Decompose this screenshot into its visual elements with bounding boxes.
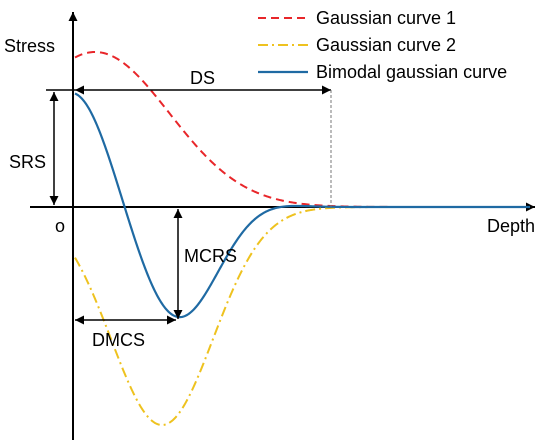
- legend: Gaussian curve 1 Gaussian curve 2 Bimoda…: [258, 8, 507, 82]
- x-axis-label: Depth: [487, 216, 535, 236]
- origin-label: o: [55, 216, 65, 236]
- srs-label: SRS: [9, 152, 46, 172]
- mcrs-label: MCRS: [184, 246, 237, 266]
- series-gaussian-curve-1: [74, 50, 530, 208]
- dmcs-label: DMCS: [92, 330, 145, 350]
- legend-label-bimodal-gaussian-curve: Bimodal gaussian curve: [316, 62, 507, 82]
- series-gaussian-curve-2: [74, 206, 530, 427]
- series-bimodal-gaussian-curve: [74, 92, 530, 319]
- legend-label-gaussian-curve-1: Gaussian curve 1: [316, 8, 456, 28]
- y-axis-label: Stress: [4, 36, 55, 56]
- ds-label: DS: [190, 68, 215, 88]
- legend-label-gaussian-curve-2: Gaussian curve 2: [316, 35, 456, 55]
